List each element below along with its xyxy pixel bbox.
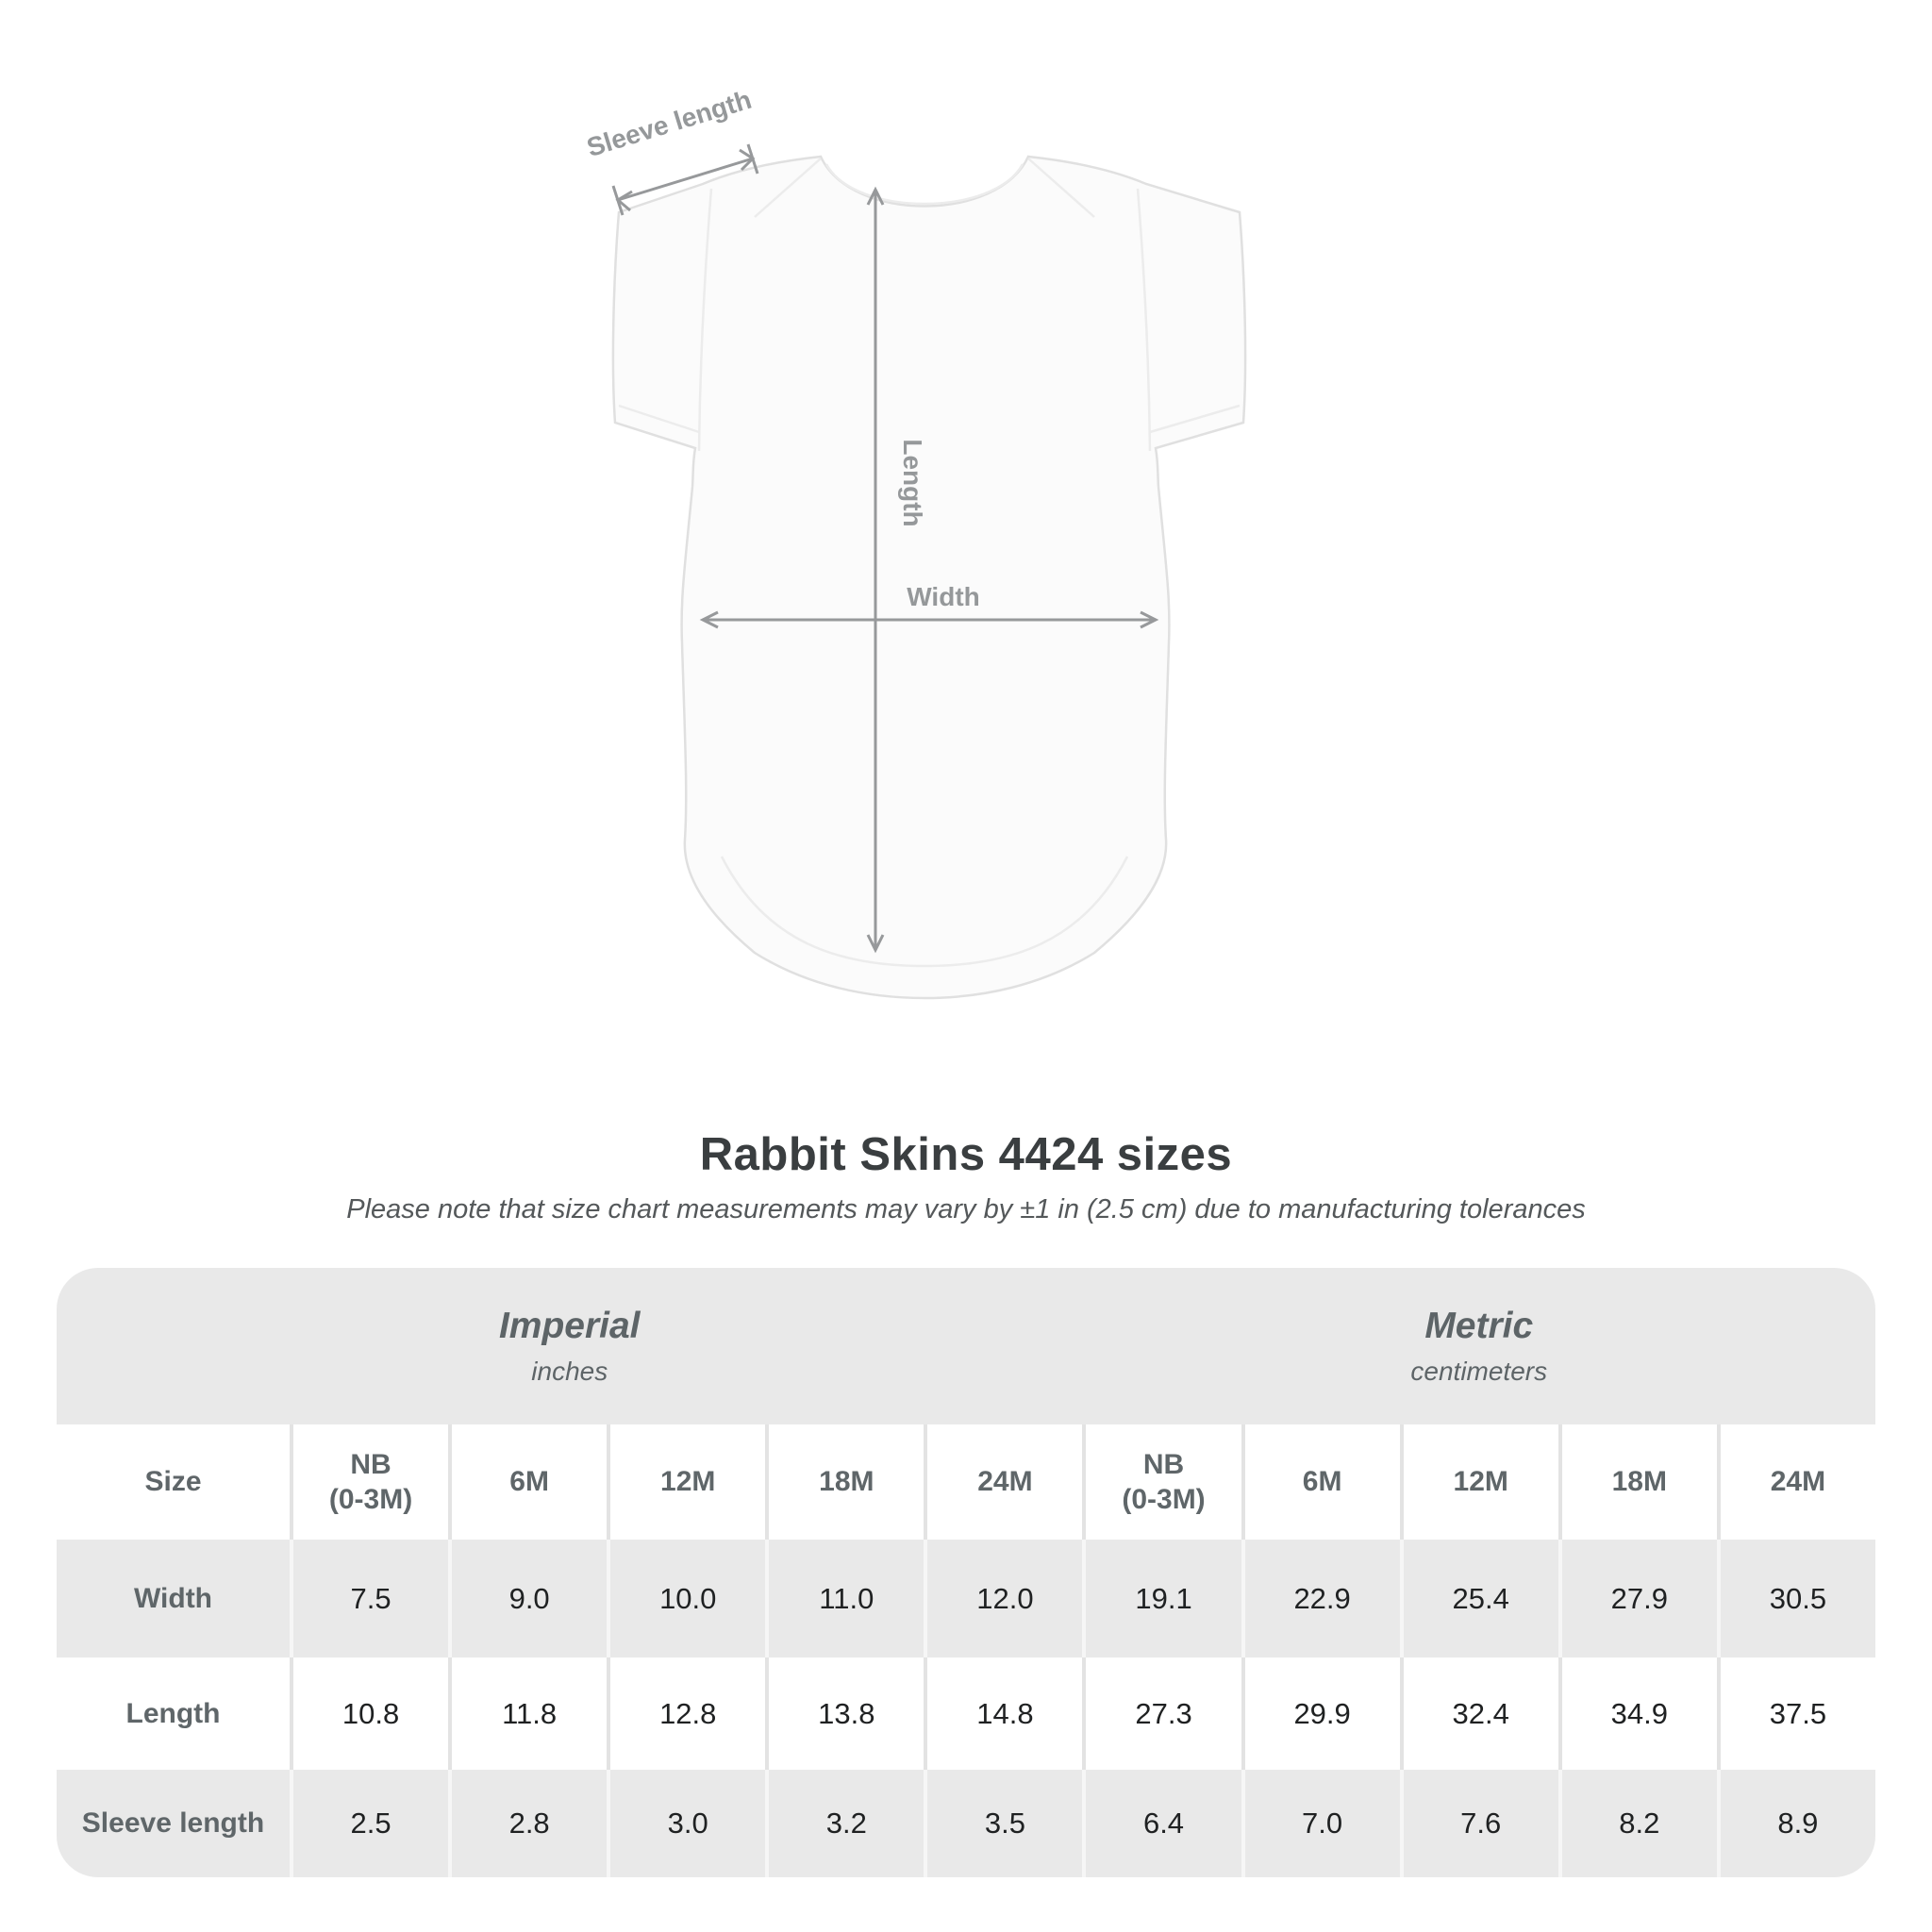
table-cell: 2.8 (448, 1770, 607, 1877)
length-arrow (866, 186, 885, 954)
table-cell: 13.8 (765, 1657, 924, 1770)
table-cell: 11.8 (448, 1657, 607, 1770)
table-cell: 11.0 (765, 1540, 924, 1657)
table-cell: 8.2 (1557, 1770, 1717, 1877)
table-cell: 8.9 (1716, 1770, 1875, 1877)
table-cell: 25.4 (1399, 1540, 1558, 1657)
onesie-measurement-diagram: Sleeve length Length Width (583, 85, 1247, 1000)
table-cell: 7.6 (1399, 1770, 1558, 1877)
table-row-sleeve-length: Sleeve length 2.5 2.8 3.0 3.2 3.5 6.4 7.… (57, 1770, 1875, 1877)
table-cell: 6.4 (1082, 1770, 1241, 1877)
sleeve-length-arrow (611, 143, 759, 216)
metric-section-header: Metric centimeters (1083, 1268, 1876, 1424)
table-cell: 34.9 (1557, 1657, 1717, 1770)
table-cell: 32.4 (1399, 1657, 1558, 1770)
width-label: Width (907, 582, 980, 611)
table-cell: 3.5 (924, 1770, 1082, 1877)
table-cell: 3.0 (607, 1770, 765, 1877)
imperial-units: inches (531, 1357, 608, 1386)
table-cell: 30.5 (1716, 1540, 1875, 1657)
imperial-label: Imperial (498, 1306, 641, 1346)
tolerance-note: Please note that size chart measurements… (346, 1194, 1586, 1224)
onesie-illustration (611, 155, 1247, 1000)
table-cell: 27.3 (1082, 1657, 1241, 1770)
table-cell: 2.5 (290, 1770, 448, 1877)
table-cell: 10.8 (290, 1657, 448, 1770)
size-table: Imperial inches Metric centimeters Size … (57, 1268, 1875, 1877)
column-header: 18M (1557, 1424, 1717, 1540)
column-header: 18M (765, 1424, 924, 1540)
table-cell: 14.8 (924, 1657, 1082, 1770)
column-header: 24M (924, 1424, 1082, 1540)
onesie-seams (618, 158, 1241, 968)
imperial-section-header: Imperial inches (57, 1268, 1083, 1424)
column-header: 24M (1716, 1424, 1875, 1540)
table-row-length: Length 10.8 11.8 12.8 13.8 14.8 27.3 29.… (57, 1657, 1875, 1770)
table-cell: 12.8 (607, 1657, 765, 1770)
column-header: 12M (607, 1424, 765, 1540)
page-title: Rabbit Skins 4424 sizes (699, 1129, 1233, 1180)
column-header: 6M (448, 1424, 607, 1540)
table-cell: 29.9 (1241, 1657, 1400, 1770)
table-cell: 27.9 (1557, 1540, 1717, 1657)
column-header-row: Size NB (0-3M) 6M 12M 18M 24M NB (0-3M) … (57, 1424, 1875, 1540)
sleeve-length-label: Sleeve length (583, 85, 755, 162)
metric-label: Metric (1424, 1306, 1534, 1346)
row-header: Length (125, 1697, 221, 1729)
column-header: 12M (1399, 1424, 1558, 1540)
width-arrow (699, 610, 1159, 629)
column-header: 6M (1241, 1424, 1400, 1540)
table-cell: 7.5 (290, 1540, 448, 1657)
length-label: Length (898, 439, 927, 526)
unit-band: Imperial inches Metric centimeters (57, 1268, 1875, 1424)
table-cell: 12.0 (924, 1540, 1082, 1657)
column-header: NB (0-3M) (290, 1424, 448, 1540)
column-header: NB (0-3M) (1082, 1424, 1241, 1540)
metric-units: centimeters (1410, 1357, 1548, 1386)
row-header: Sleeve length (81, 1807, 265, 1839)
table-cell: 10.0 (607, 1540, 765, 1657)
table-row-width: Width 7.5 9.0 10.0 11.0 12.0 19.1 22.9 2… (57, 1540, 1875, 1657)
table-cell: 3.2 (765, 1770, 924, 1877)
table-cell: 37.5 (1716, 1657, 1875, 1770)
table-cell: 9.0 (448, 1540, 607, 1657)
row-header: Width (133, 1582, 213, 1614)
size-column-header: Size (144, 1466, 202, 1498)
table-cell: 22.9 (1241, 1540, 1400, 1657)
table-cell: 19.1 (1082, 1540, 1241, 1657)
table-cell: 7.0 (1241, 1770, 1400, 1877)
